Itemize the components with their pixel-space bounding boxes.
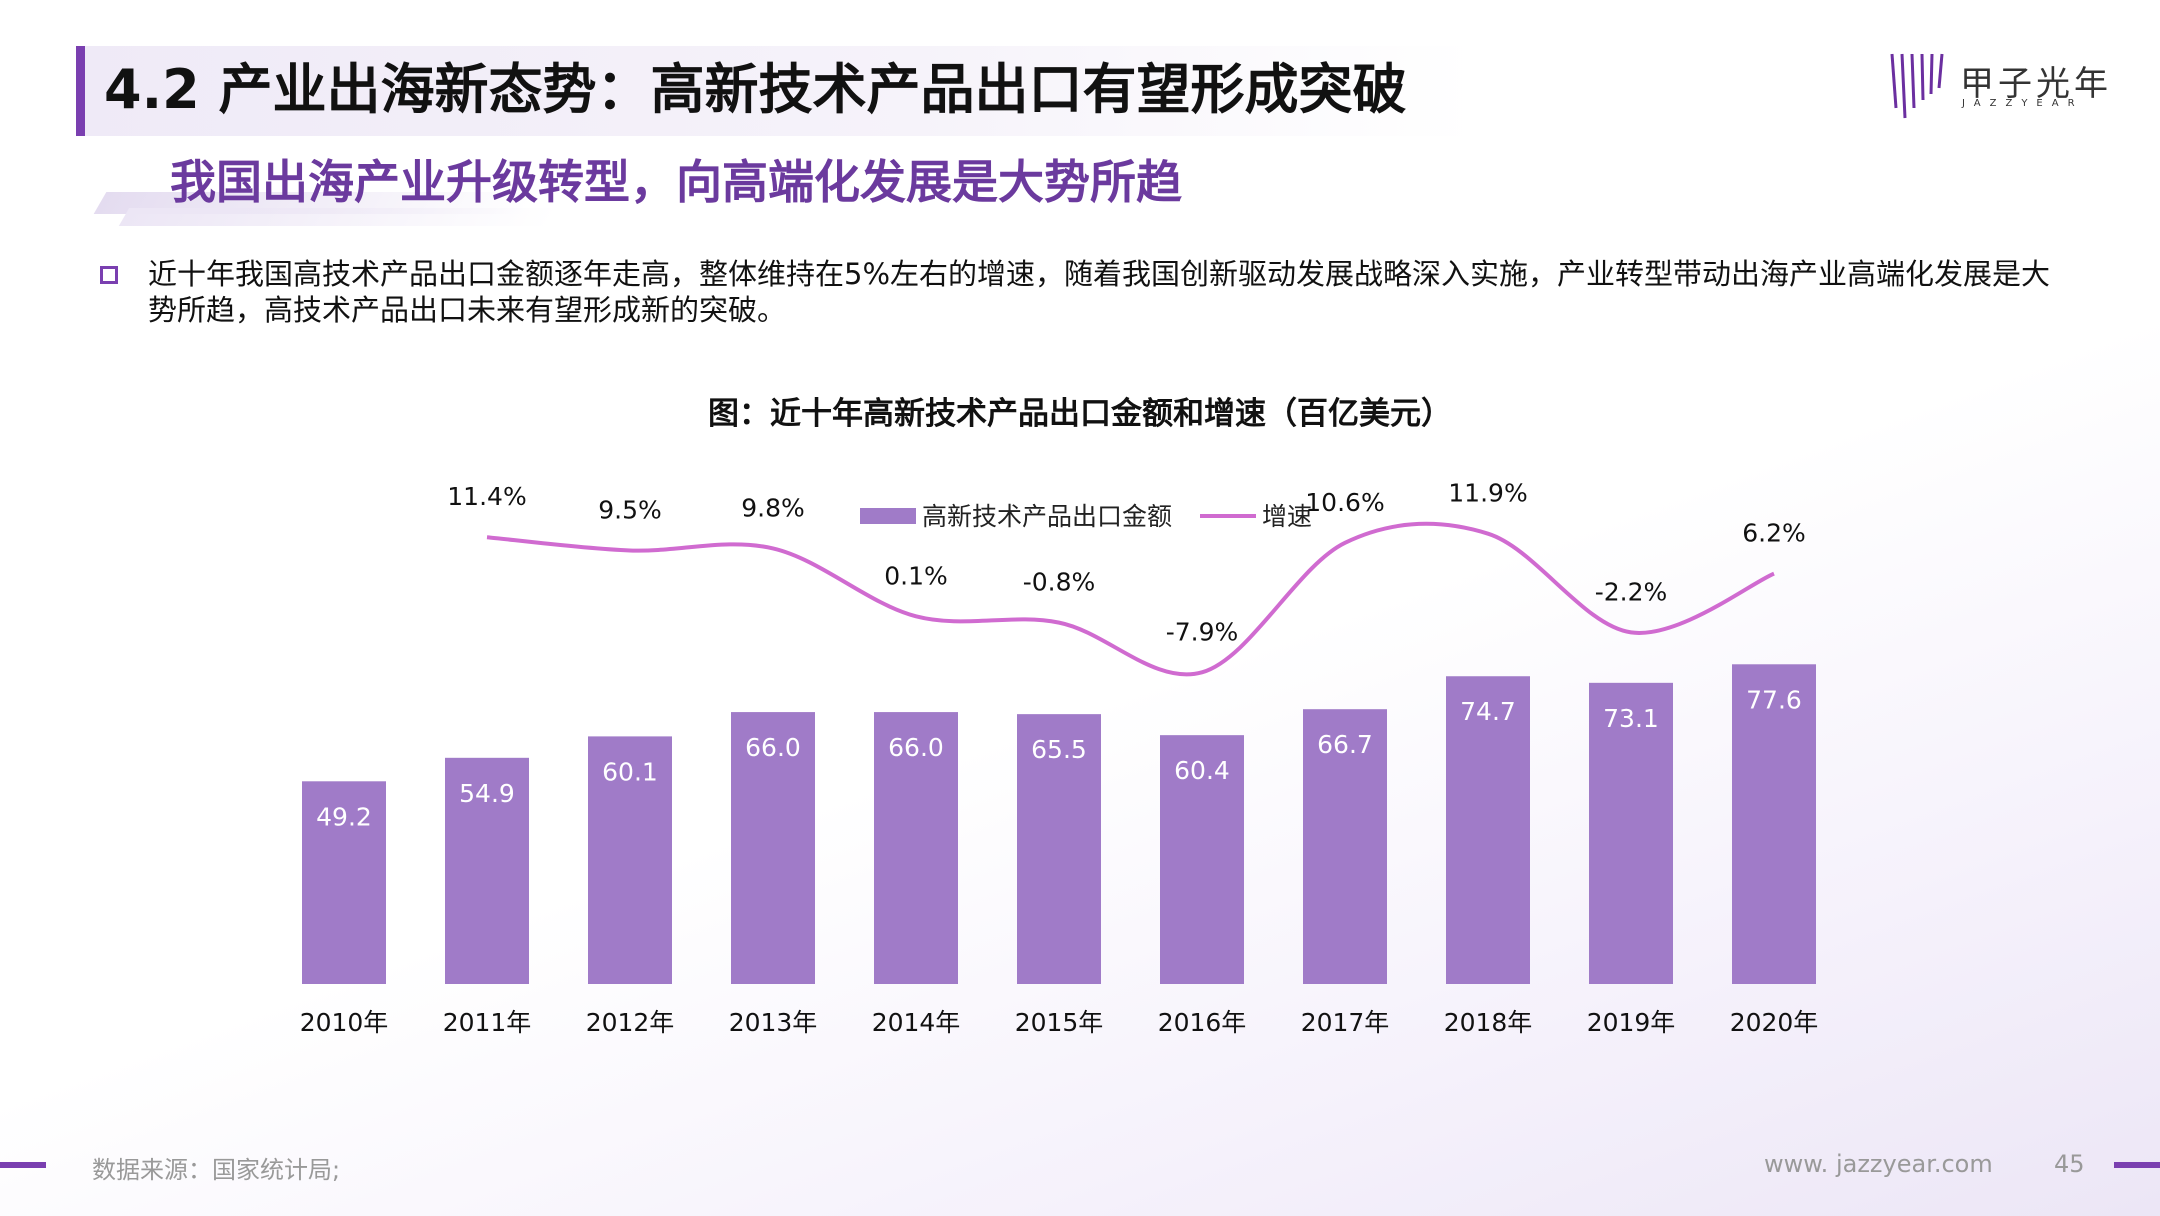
title-accent-bar: [76, 46, 85, 136]
x-tick-label-9: 2019年: [1587, 1008, 1676, 1037]
bar-1: [445, 757, 529, 984]
bar-value-label-8: 74.7: [1460, 697, 1516, 726]
x-tick-label-7: 2017年: [1301, 1008, 1390, 1037]
legend-bar-swatch: [860, 508, 916, 524]
logo-name: 甲子光年: [1960, 64, 2112, 104]
growth-label-3: 9.8%: [741, 493, 805, 522]
x-tick-label-8: 2018年: [1444, 1008, 1533, 1037]
growth-label-2: 9.5%: [598, 496, 662, 525]
x-tick-label-6: 2016年: [1158, 1008, 1247, 1037]
bar-value-label-3: 66.0: [745, 733, 801, 762]
growth-label-7: 10.6%: [1305, 488, 1384, 517]
chart-legend: 高新技术产品出口金额 增速: [860, 502, 1312, 531]
chart-title: 图：近十年高新技术产品出口金额和增速（百亿美元）: [708, 396, 1452, 432]
title-bar-background: [76, 46, 1476, 136]
x-tick-label-3: 2013年: [729, 1008, 818, 1037]
x-tick-label-4: 2014年: [872, 1008, 961, 1037]
page-number: 45: [2054, 1150, 2085, 1178]
bar-7: [1303, 709, 1387, 984]
bar-3: [731, 712, 815, 984]
growth-rate-line: [486, 521, 1775, 677]
page-title: 4.2 产业出海新态势：高新技术产品出口有望形成突破: [104, 58, 1407, 121]
bullet-text: 近十年我国高技术产品出口金额逐年走高，整体维持在5%左右的增速，随着我国创新驱动…: [148, 257, 2051, 327]
footer-accent-left: [0, 1162, 46, 1168]
bullet-square-icon: [100, 266, 118, 284]
growth-label-8: 11.9%: [1448, 479, 1527, 508]
x-tick-label-5: 2015年: [1015, 1008, 1104, 1037]
bar-value-label-6: 60.4: [1174, 756, 1230, 785]
bar-value-label-4: 66.0: [888, 733, 944, 762]
bar-9: [1589, 682, 1673, 984]
x-tick-label-2: 2012年: [586, 1008, 675, 1037]
footer-accent-right: [2114, 1162, 2160, 1168]
x-tick-label-0: 2010年: [300, 1008, 389, 1037]
growth-label-1: 11.4%: [447, 482, 526, 511]
bar-value-label-5: 65.5: [1031, 735, 1087, 764]
bar-10: [1732, 664, 1816, 984]
x-tick-label-1: 2011年: [443, 1008, 532, 1037]
website-link[interactable]: www. jazzyear.com: [1764, 1150, 1993, 1178]
bar-2: [588, 736, 672, 984]
bar-value-label-1: 54.9: [459, 779, 515, 808]
bar-value-label-2: 60.1: [602, 757, 658, 786]
bar-4: [874, 712, 958, 984]
data-source: 数据来源：国家统计局;: [92, 1156, 341, 1184]
jazzyear-logo-icon: [1890, 53, 1944, 119]
growth-label-10: 6.2%: [1742, 519, 1806, 548]
x-tick-label-10: 2020年: [1730, 1008, 1819, 1037]
legend-bar-label: 高新技术产品出口金额: [922, 502, 1172, 531]
export-chart: 图：近十年高新技术产品出口金额和增速（百亿美元） 高新技术产品出口金额 增速 4…: [300, 396, 1819, 1037]
growth-label-5: -0.8%: [1023, 568, 1096, 597]
bar-value-label-9: 73.1: [1603, 704, 1659, 733]
growth-label-4: 0.1%: [884, 561, 948, 590]
bar-value-label-7: 66.7: [1317, 730, 1373, 759]
growth-label-6: -7.9%: [1166, 617, 1239, 646]
legend-line-label: 增速: [1262, 502, 1312, 531]
logo-subtext: JAZZYEAR: [1962, 98, 2084, 109]
growth-label-9: -2.2%: [1595, 577, 1668, 606]
bar-value-label-0: 49.2: [316, 802, 372, 831]
bar-5: [1017, 714, 1101, 984]
bar-0: [302, 781, 386, 984]
bar-value-label-10: 77.6: [1746, 685, 1802, 714]
page-subtitle: 我国出海产业升级转型，向高端化发展是大势所趋: [170, 155, 1182, 209]
bar-6: [1160, 735, 1244, 984]
bar-8: [1446, 676, 1530, 984]
